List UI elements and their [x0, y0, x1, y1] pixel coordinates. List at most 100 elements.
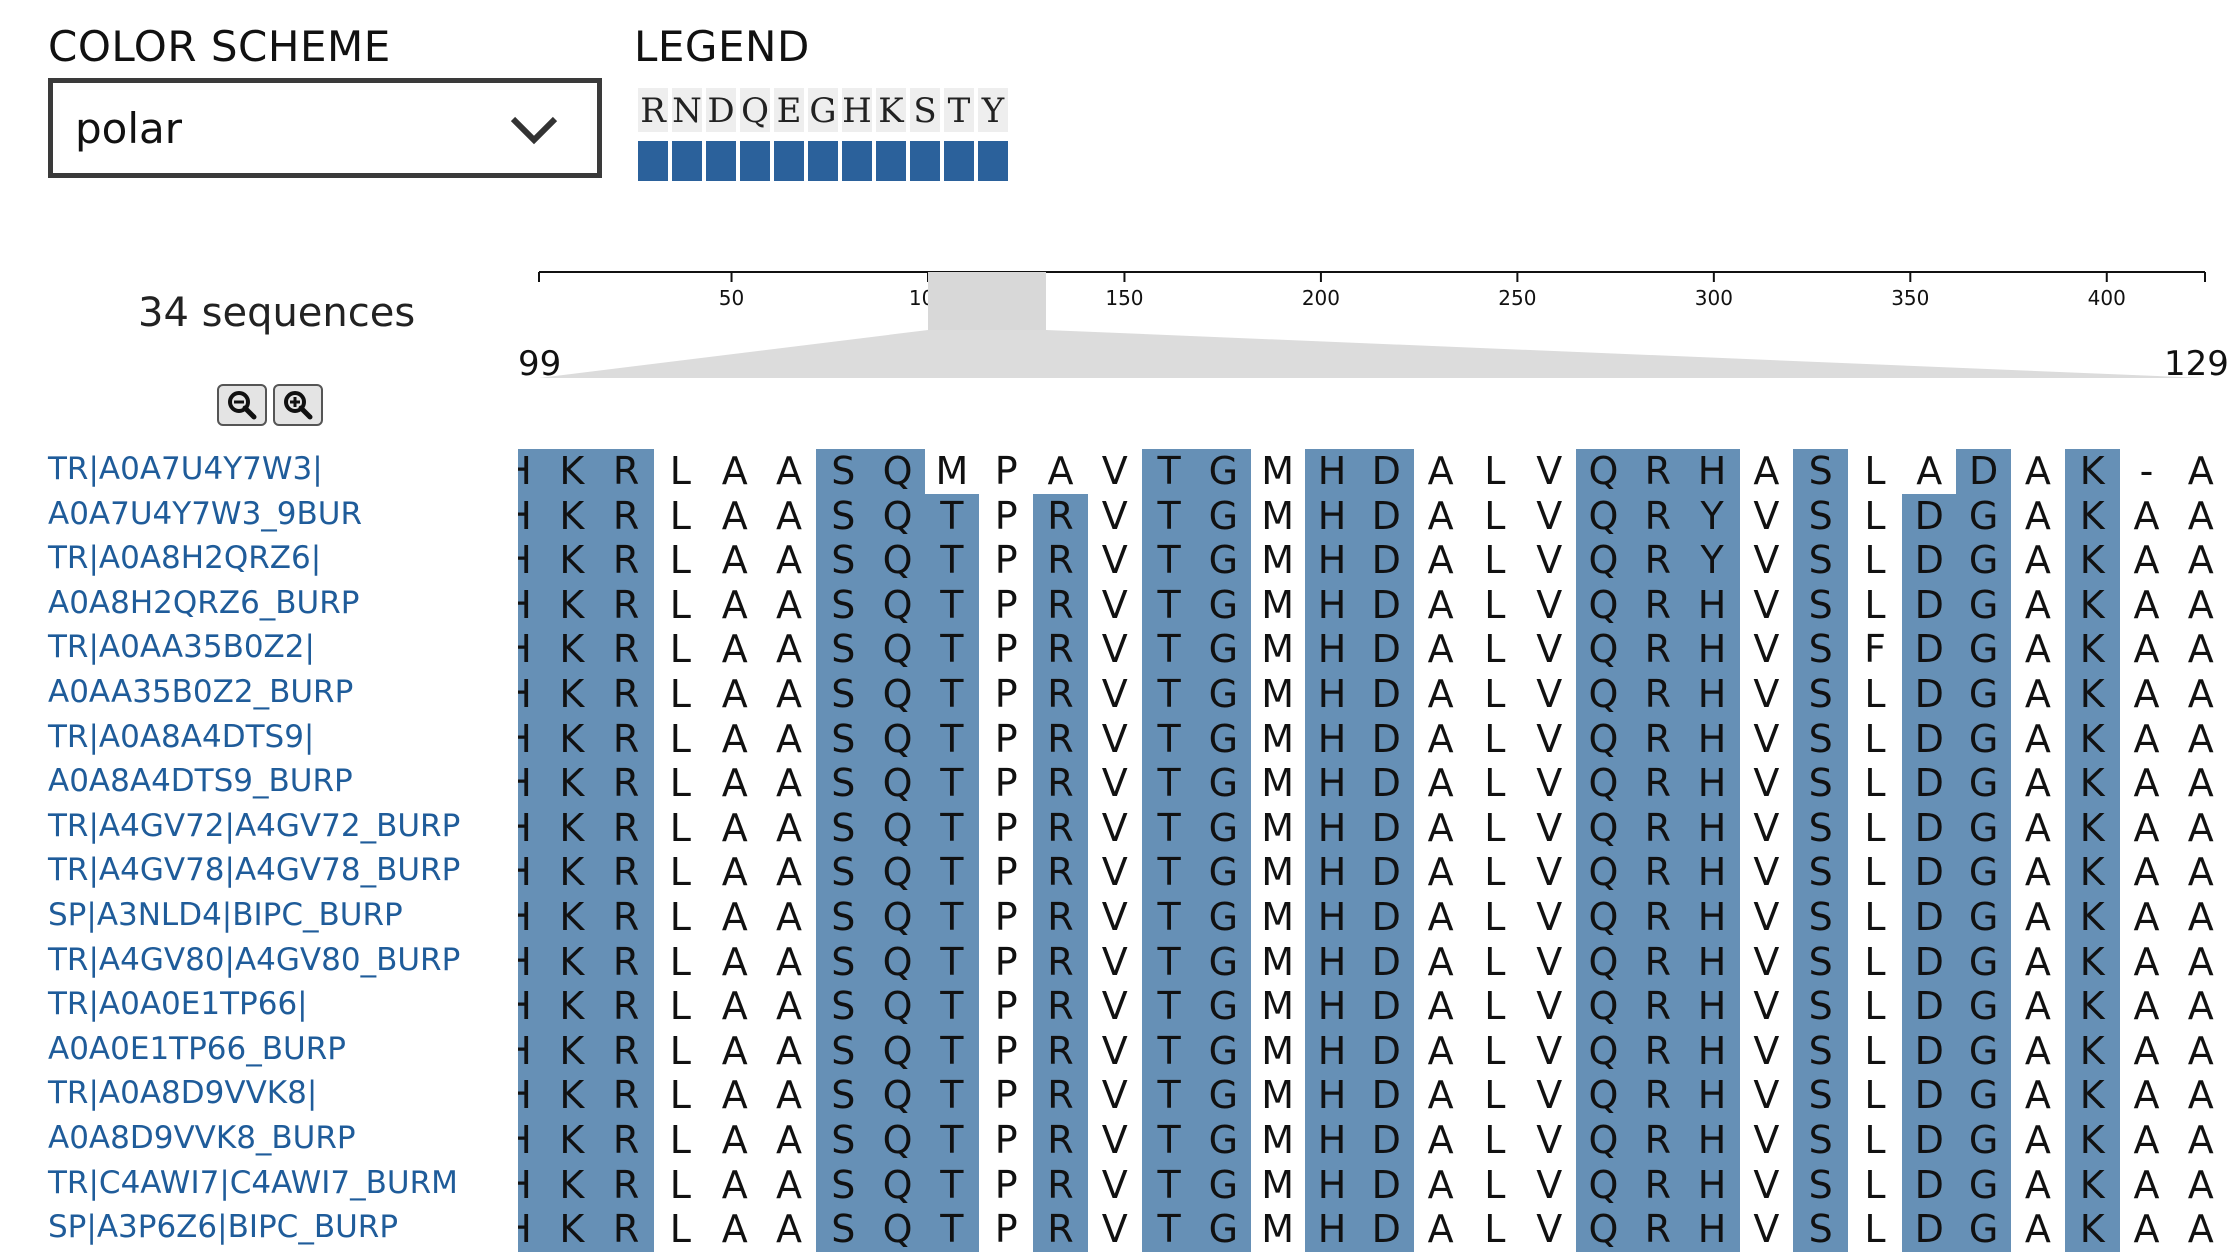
residue-cell[interactable]: T [924, 582, 980, 628]
residue-cell[interactable]: H [1304, 1028, 1360, 1074]
residue-cell[interactable]: G [1956, 1207, 2012, 1252]
residue-cell[interactable]: K [2064, 449, 2120, 494]
residue-cell[interactable]: Q [870, 627, 926, 673]
residue-cell[interactable]: L [1484, 672, 1506, 716]
residue-cell[interactable]: H [1304, 895, 1360, 940]
residue-cell[interactable]: H [1684, 1162, 1740, 1208]
residue-cell[interactable]: K [544, 1028, 600, 1074]
residue-cell[interactable]: A [1427, 672, 1454, 716]
residue-cell[interactable]: S [815, 850, 871, 896]
residue-cell[interactable]: H [518, 805, 545, 851]
residue-cell[interactable]: H [1684, 1207, 1740, 1252]
residue-cell[interactable]: D [1901, 939, 1957, 985]
residue-cell[interactable]: T [924, 1118, 980, 1163]
residue-cell[interactable]: R [1630, 1162, 1686, 1208]
residue-cell[interactable]: H [518, 895, 545, 940]
residue-cell[interactable]: Q [1576, 672, 1631, 717]
residue-cell[interactable]: R [1033, 1207, 1088, 1252]
residue-cell[interactable]: K [2064, 1073, 2120, 1119]
residue-cell[interactable]: A [2133, 850, 2160, 895]
residue-cell[interactable]: V [1753, 493, 1780, 538]
residue-cell[interactable]: R [1033, 984, 1088, 1030]
residue-cell[interactable]: T [924, 538, 980, 584]
residue-cell[interactable]: D [1901, 1118, 1957, 1163]
residue-cell[interactable]: S [1793, 1118, 1849, 1163]
residue-cell[interactable]: H [518, 850, 545, 896]
residue-cell[interactable]: H [1304, 805, 1360, 851]
residue-cell[interactable]: R [1630, 493, 1686, 539]
residue-cell[interactable]: Q [1576, 716, 1631, 762]
residue-cell[interactable]: G [1956, 1162, 2012, 1208]
residue-cell[interactable]: S [815, 939, 871, 985]
residue-cell[interactable]: K [2064, 1118, 2120, 1163]
residue-cell[interactable]: D [1358, 716, 1414, 762]
residue-cell[interactable]: A [776, 582, 802, 627]
residue-cell[interactable]: A [721, 493, 748, 538]
residue-cell[interactable]: L [669, 1207, 691, 1252]
residue-cell[interactable]: R [598, 538, 654, 584]
residue-cell[interactable]: H [1684, 627, 1740, 673]
residue-cell[interactable]: H [1684, 1118, 1740, 1163]
residue-cell[interactable]: L [1864, 1073, 1886, 1118]
zoom-out-button[interactable] [217, 384, 267, 426]
residue-cell[interactable]: H [518, 1162, 545, 1208]
residue-cell[interactable]: V [1536, 1073, 1563, 1118]
residue-cell[interactable]: A [776, 984, 802, 1029]
residue-cell[interactable]: L [669, 716, 691, 761]
residue-cell[interactable]: M [1261, 449, 1295, 493]
residue-cell[interactable]: Q [870, 1073, 926, 1119]
residue-cell[interactable]: P [994, 850, 1018, 895]
residue-cell[interactable]: G [1195, 716, 1251, 762]
residue-cell[interactable]: H [518, 984, 545, 1030]
residue-cell[interactable]: A [2187, 538, 2214, 583]
residue-cell[interactable]: V [1101, 449, 1128, 493]
residue-cell[interactable]: R [1033, 895, 1088, 940]
residue-cell[interactable]: L [1864, 939, 1886, 984]
residue-cell[interactable]: A [2187, 1028, 2214, 1073]
residue-cell[interactable]: T [1141, 582, 1197, 628]
sequence-label[interactable]: TR|A0A7U4Y7W3| [48, 451, 323, 487]
residue-cell[interactable]: T [1141, 672, 1197, 717]
residue-cell[interactable]: A [1427, 716, 1454, 761]
residue-cell[interactable]: S [815, 449, 871, 494]
residue-cell[interactable]: A [1427, 1162, 1454, 1207]
residue-cell[interactable]: A [721, 1028, 748, 1073]
residue-cell[interactable]: L [669, 493, 691, 538]
residue-cell[interactable]: K [2064, 939, 2120, 985]
residue-cell[interactable]: V [1753, 716, 1780, 761]
residue-cell[interactable]: T [924, 1073, 980, 1119]
residue-cell[interactable]: D [1901, 1162, 1957, 1208]
residue-cell[interactable]: D [1901, 538, 1957, 584]
residue-cell[interactable]: L [1864, 538, 1886, 583]
residue-cell[interactable]: Q [870, 939, 926, 985]
residue-cell[interactable]: R [1033, 1028, 1088, 1074]
residue-cell[interactable]: T [1141, 1162, 1197, 1208]
residue-cell[interactable]: A [2187, 761, 2214, 806]
residue-cell[interactable]: T [1141, 538, 1197, 584]
residue-cell[interactable]: A [1427, 850, 1454, 895]
residue-cell[interactable]: H [1684, 805, 1740, 851]
residue-cell[interactable]: L [1484, 1118, 1506, 1162]
residue-cell[interactable]: P [994, 895, 1018, 939]
residue-cell[interactable]: L [1484, 984, 1506, 1029]
sequence-label[interactable]: A0A8D9VVK8_BURP [48, 1120, 356, 1156]
residue-cell[interactable]: D [1358, 672, 1414, 717]
residue-cell[interactable]: A [2133, 538, 2160, 583]
residue-cell[interactable]: H [518, 538, 545, 584]
residue-cell[interactable]: V [1536, 984, 1563, 1029]
residue-cell[interactable]: T [1141, 1028, 1197, 1074]
residue-cell[interactable]: S [815, 1073, 871, 1119]
residue-cell[interactable]: L [669, 1073, 691, 1118]
residue-cell[interactable]: V [1536, 627, 1563, 672]
residue-cell[interactable]: V [1536, 538, 1563, 583]
residue-cell[interactable]: R [598, 1028, 654, 1074]
residue-cell[interactable]: T [924, 716, 980, 762]
residue-cell[interactable]: D [1358, 627, 1414, 673]
residue-cell[interactable]: R [1630, 984, 1686, 1030]
residue-cell[interactable]: V [1536, 895, 1563, 939]
residue-cell[interactable]: T [1141, 1118, 1197, 1163]
residue-cell[interactable]: Q [870, 805, 926, 851]
residue-cell[interactable]: A [2024, 627, 2051, 672]
residue-cell[interactable]: R [1033, 805, 1088, 851]
ruler-viewport-handle[interactable] [928, 272, 1046, 330]
